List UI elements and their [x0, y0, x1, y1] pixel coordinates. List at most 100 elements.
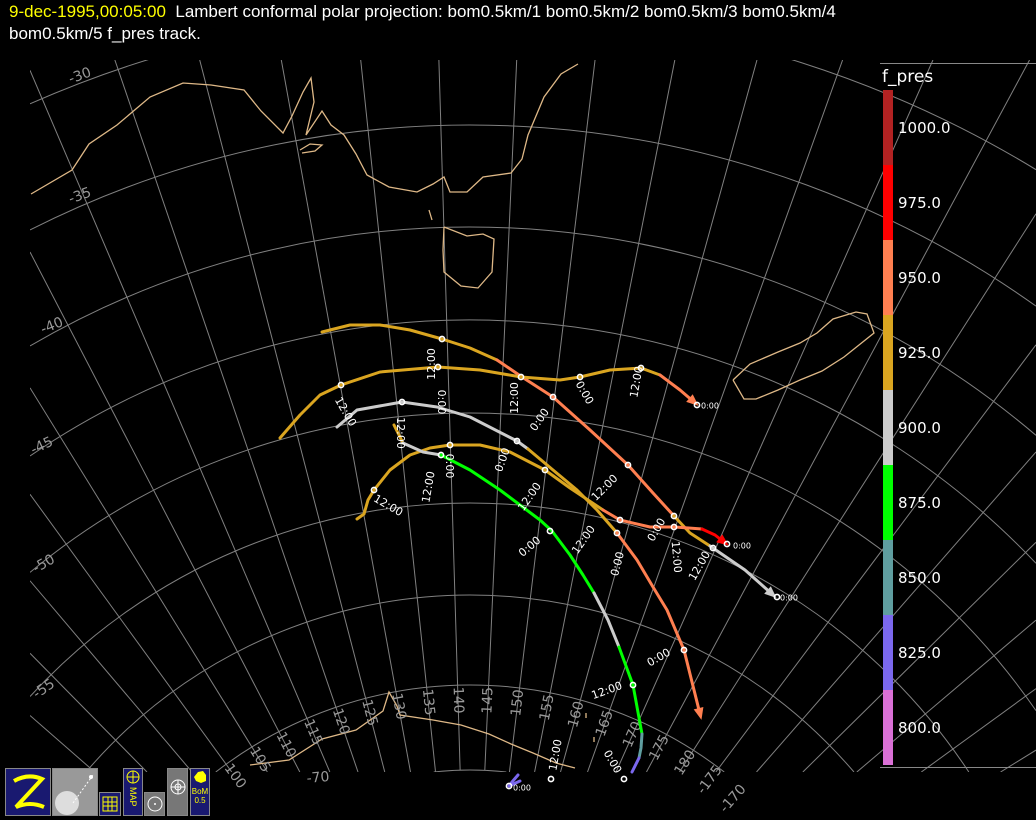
graticule	[30, 60, 1036, 772]
latitude-label: -30	[67, 65, 94, 88]
colorbar-label: 900.0	[898, 419, 941, 437]
bom-logo-button[interactable]: BoM 0.5	[190, 768, 210, 816]
coastline	[299, 143, 324, 154]
colorbar-bottom-rule	[880, 767, 1036, 768]
storm-track	[392, 423, 644, 783]
latitude-line	[30, 502, 970, 772]
colorbar-swatch	[883, 90, 893, 165]
track-time-marker	[613, 529, 621, 537]
track-time-marker	[437, 451, 445, 459]
track-time-marker	[546, 527, 554, 535]
latitude-line	[30, 60, 1036, 171]
circle-target-icon	[147, 796, 163, 812]
longitude-line	[560, 60, 758, 772]
longitude-label: -175	[694, 762, 726, 797]
longitude-line	[1000, 749, 1036, 772]
track-time-marker	[680, 646, 688, 654]
colorbar-label: 1000.0	[898, 119, 951, 137]
track-time-label: 12:00	[669, 541, 685, 574]
track-time-label: 0:00	[443, 454, 456, 479]
vis5d-z-logo-button[interactable]	[5, 768, 51, 816]
track-time-label: 12:00	[569, 523, 598, 556]
track-time-marker	[723, 540, 731, 548]
timestamp: 9-dec-1995,00:05:00	[9, 2, 166, 21]
track-time-label: 0:00	[645, 646, 673, 670]
track-segment	[526, 447, 619, 535]
storm-track	[505, 773, 522, 790]
track-time-label: 12:00	[686, 549, 713, 583]
track-time-marker	[670, 523, 678, 531]
track-time-marker	[398, 398, 406, 406]
longitude-line	[114, 60, 359, 772]
track-segment	[439, 453, 596, 595]
australia-icon	[194, 771, 206, 783]
track-end-label: 0:00	[780, 594, 798, 603]
latitude-line	[433, 769, 507, 772]
colorbar-swatch	[883, 390, 893, 465]
track-time-marker	[620, 775, 628, 783]
longitude-label: 135	[419, 688, 438, 716]
latitude-label: -35	[67, 185, 94, 208]
track-time-label: 0:00	[601, 748, 625, 776]
colorbar-label: 800.0	[898, 719, 941, 737]
longitude-line	[438, 60, 461, 771]
longitude-line	[30, 387, 268, 772]
grid-toggle-button[interactable]	[99, 792, 121, 816]
track-time-marker	[709, 544, 717, 552]
track-time-marker	[547, 775, 555, 783]
longitude-line	[508, 60, 596, 772]
longitude-line	[534, 60, 676, 772]
track-segment	[320, 323, 499, 362]
globe-icon	[126, 770, 140, 784]
longitude-line	[802, 541, 1036, 772]
track-segment	[637, 732, 644, 760]
satellite-image-icon	[55, 774, 94, 815]
longitude-line	[30, 652, 148, 772]
longitude-line	[30, 70, 331, 772]
track-time-marker	[370, 486, 378, 494]
track-time-marker	[693, 401, 701, 409]
track-time-label: 0:00	[645, 516, 669, 544]
center-view-button[interactable]	[144, 792, 165, 816]
track-segment	[392, 423, 405, 445]
coastlines	[30, 63, 875, 769]
longitude-label: 165	[593, 708, 617, 739]
latitude-line	[30, 124, 1036, 307]
track-time-marker	[337, 381, 345, 389]
longitude-line	[30, 251, 301, 772]
colorbar-swatch	[883, 690, 893, 765]
track-time-label: 0:00	[573, 379, 597, 407]
colorbar-swatch	[883, 540, 893, 615]
track-segment	[335, 400, 530, 451]
colorbar-title: f_pres	[882, 67, 934, 87]
track-end-label: 0:00	[733, 542, 751, 551]
track-time-label: 12:00	[546, 738, 564, 771]
storm-tracks	[278, 323, 781, 790]
longitude-label: 125	[358, 698, 380, 728]
coastline	[249, 690, 576, 769]
track-time-marker	[637, 364, 645, 372]
track-arrowhead	[716, 534, 729, 546]
latitude-line	[85, 594, 855, 772]
image-view-button[interactable]	[52, 768, 98, 816]
polar-grid-icon	[170, 779, 186, 795]
coastline	[428, 209, 433, 221]
track-time-marker	[670, 512, 678, 520]
z-logo-icon	[13, 774, 46, 809]
longitude-label: 120	[329, 706, 353, 736]
track-time-label: 12:00	[394, 417, 407, 449]
longitude-label: 105	[246, 744, 274, 775]
track-time-marker	[773, 593, 781, 601]
track-time-marker	[446, 441, 454, 449]
track-segment	[617, 645, 644, 736]
map-toggle-button[interactable]: MAP	[123, 768, 143, 816]
longitude-label: 155	[537, 693, 558, 722]
longitude-line	[280, 60, 411, 772]
latitude-line	[215, 684, 725, 772]
track-segment	[278, 365, 662, 440]
track-arrowhead	[764, 586, 777, 598]
radial-grid-button[interactable]	[167, 768, 188, 816]
longitude-line	[199, 60, 386, 772]
